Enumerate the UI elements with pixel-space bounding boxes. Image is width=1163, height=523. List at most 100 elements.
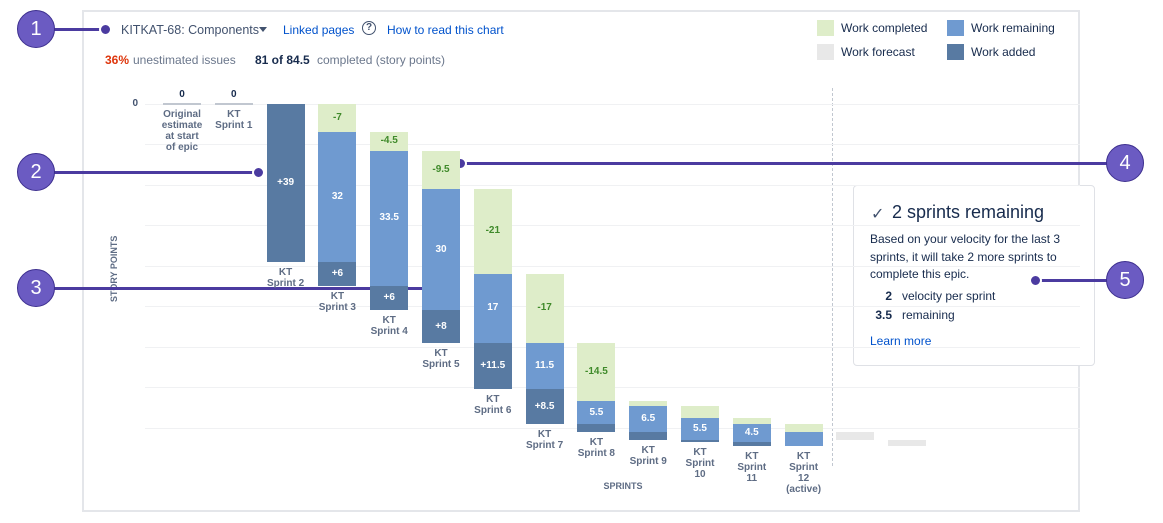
y-axis-label: STORY POINTS [109,235,119,302]
bar-segment [163,103,201,105]
x-tick-label: KT Sprint 2 [266,266,305,289]
bar-segment [266,104,305,262]
learn-more-link[interactable]: Learn more [870,334,932,348]
data-label: 5.5 [589,406,604,418]
x-tick-label: KT Sprint 11 [737,450,767,484]
check-icon: ✓ [871,206,885,223]
callout-number: 5 [1106,261,1144,299]
remaining-value: 3.5 [875,308,892,322]
data-label: 0 [231,89,237,100]
callout-line [1035,278,1125,282]
board-selector[interactable]: KITKAT-68: Components [121,23,260,37]
bar-segment [473,342,512,390]
data-label: -4.5 [380,135,398,147]
data-label: 30 [435,243,447,255]
legend-label: Work completed [841,21,928,35]
callout-dot [98,22,112,36]
bar-segment [525,342,564,390]
x-tick-label: KT Sprint 10 [685,446,715,480]
bar-segment [629,405,668,432]
callout-number: 3 [17,269,55,307]
bar-segment [525,273,564,343]
bar-segment [318,132,357,262]
x-tick-label: KT Sprint 9 [629,444,667,467]
legend-label: Work added [971,45,1036,59]
data-label: 17 [487,302,499,314]
legend-swatch [947,44,964,60]
y-tick-label: 0 [132,98,138,109]
data-label: +6 [383,292,395,304]
bar-segment [681,417,719,440]
callout-number: 4 [1106,144,1144,182]
bar-segment [318,104,357,133]
bar-segment [681,439,719,442]
data-label: 33.5 [379,212,399,224]
bar-segment [577,342,616,402]
grid-line [145,104,1080,105]
data-label: 11.5 [535,360,555,372]
x-tick-label: KT Sprint 3 [318,291,356,314]
bar-segment [577,401,616,424]
bar-segment [629,431,668,440]
bar-segment [732,441,771,446]
bar-segment [888,439,927,446]
data-label: -21 [485,225,501,237]
x-tick-label: KT Sprint 5 [422,347,460,370]
data-label: +8.5 [534,400,555,412]
legend-swatch [817,20,834,36]
bar-segment [577,423,616,432]
bar-segment [784,423,823,432]
data-label: +11.5 [480,360,506,372]
data-label: -9.5 [432,163,450,175]
card-title: 2 sprints remaining [892,202,1045,222]
remaining-label: remaining [902,308,955,322]
data-label: 32 [331,191,343,203]
unestimated-value: 36% [105,53,130,67]
grid-line [145,306,1080,308]
completed-text: completed (story points) [317,53,446,67]
data-label: -7 [332,112,342,124]
x-tick-label: KT Sprint 7 [525,428,564,451]
card-text: Based on your velocity for the last 3 sp… [870,232,1061,281]
bar-segment [422,310,460,343]
bar-segment [422,188,460,311]
data-label: -14.5 [584,366,608,378]
grid-line [145,184,1080,186]
bar-segment [525,389,564,424]
callout-dot [251,165,265,179]
help-icon[interactable]: ? [362,21,376,35]
dropdown-caret [259,27,267,32]
grid-line [145,225,1080,227]
bar-segment [732,417,771,424]
legend-swatch [947,20,964,36]
x-tick-label: KT Sprint 12 (active) [786,450,822,495]
bar-segment [370,132,409,151]
data-label: +8 [435,320,447,332]
callout-number: 1 [17,10,55,48]
data-label: 4.5 [744,426,759,438]
bar-segment [836,431,875,440]
bar-segment [732,423,771,442]
callout-line [36,286,428,290]
data-label: 0 [179,89,185,100]
legend-label: Work forecast [841,45,915,59]
x-tick-label: KT Sprint 1 [215,109,253,131]
bar-segment [473,188,512,274]
x-tick-label: KT Sprint 4 [370,315,408,338]
bar-segment [370,150,409,287]
how-to-read-link[interactable]: How to read this chart [387,23,504,37]
linked-pages-link[interactable]: Linked pages [283,23,355,37]
data-label: +39 [277,176,295,188]
bar-segment [629,401,668,406]
unestimated-text: unestimated issues [133,53,236,67]
bar-segment [422,150,460,189]
data-label: -17 [537,302,552,314]
legend-swatch [817,44,834,60]
bar-segment [370,286,409,311]
forecast-card: ✓ 2 sprints remaining Based on your velo… [853,185,1095,366]
bar-segment [784,431,823,446]
x-tick-label: KT Sprint 6 [474,394,512,417]
grid-line [145,144,1080,146]
data-label: +6 [331,267,344,279]
